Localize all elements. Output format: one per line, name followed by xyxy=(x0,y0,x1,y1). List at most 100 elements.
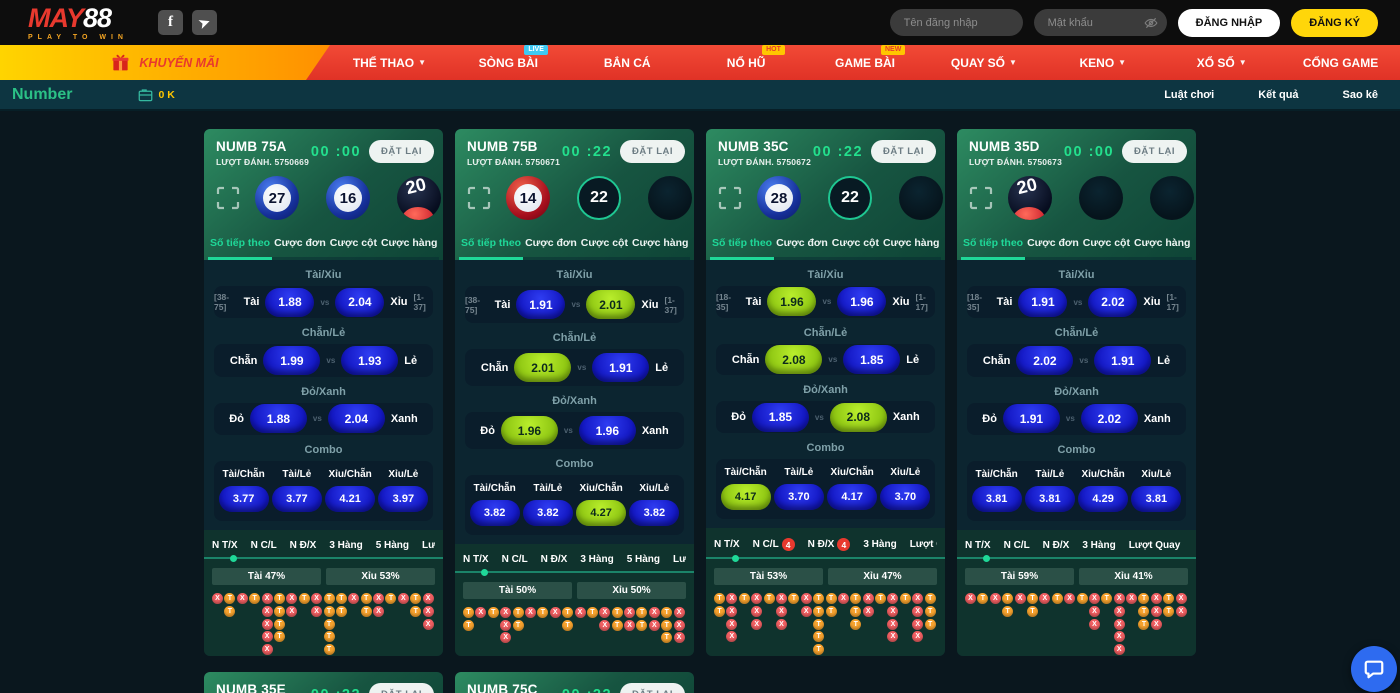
expand-icon[interactable] xyxy=(717,185,743,211)
login-button[interactable]: ĐĂNG NHẬP xyxy=(1177,8,1281,37)
balance-widget[interactable]: 0 K xyxy=(138,88,175,102)
nav-item-keno[interactable]: KENO ▼ xyxy=(1043,45,1162,80)
odds-pill-right[interactable]: 1.96 xyxy=(578,416,636,445)
odds-pill-left[interactable]: 1.96 xyxy=(767,287,817,317)
sub-link-lu-t-ch-i[interactable]: Luật chơi xyxy=(1164,88,1215,101)
odds-pill-right[interactable]: 1.93 xyxy=(341,346,399,376)
odds-pill-right[interactable]: 1.91 xyxy=(1094,346,1152,376)
chart-tab-l-t-quay[interactable]: Lượt Quay xyxy=(910,539,937,550)
telegram-icon[interactable]: ➤ xyxy=(192,10,217,35)
combo-odds-pill[interactable]: 4.27 xyxy=(576,500,627,526)
tab-s-ti-p-theo[interactable]: Số tiếp theo xyxy=(961,230,1026,260)
odds-pill-right[interactable]: 1.85 xyxy=(843,345,901,375)
nav-item-s-ng-b-i[interactable]: SÒNG BÀI LIVE xyxy=(449,45,568,80)
tab-s-ti-p-theo[interactable]: Số tiếp theo xyxy=(459,230,524,260)
combo-odds-pill[interactable]: 4.21 xyxy=(325,486,376,513)
chart-tab-n-c-l[interactable]: N C/L xyxy=(1004,540,1030,551)
nav-item-c-ng-game[interactable]: CỔNG GAME xyxy=(1281,45,1400,80)
reset-button[interactable]: ĐẶT LẠI xyxy=(620,683,685,693)
register-button[interactable]: ĐĂNG KÝ xyxy=(1291,8,1378,37)
combo-odds-pill[interactable]: 4.17 xyxy=(827,484,878,511)
tab-c-c-n[interactable]: Cược đơn xyxy=(774,230,830,260)
chart-tab-3-h-ng[interactable]: 3 Hàng xyxy=(580,554,613,565)
reset-button[interactable]: ĐẶT LẠI xyxy=(369,683,434,693)
odds-pill-left[interactable]: 1.91 xyxy=(1002,404,1060,434)
combo-odds-pill[interactable]: 3.77 xyxy=(271,486,322,513)
expand-icon[interactable] xyxy=(968,185,994,211)
odds-pill-left[interactable]: 2.02 xyxy=(1016,346,1074,376)
reset-button[interactable]: ĐẶT LẠI xyxy=(1122,140,1187,163)
expand-icon[interactable] xyxy=(215,185,241,211)
tab-c-c-c-t[interactable]: Cược cột xyxy=(327,230,379,260)
chart-tab-3-h-ng[interactable]: 3 Hàng xyxy=(329,540,362,551)
odds-pill-right[interactable]: 1.96 xyxy=(837,287,887,317)
combo-odds-pill[interactable]: 3.70 xyxy=(773,484,824,511)
facebook-icon[interactable]: f xyxy=(158,10,183,35)
odds-pill-left[interactable]: 1.99 xyxy=(263,346,321,376)
live-chat-button[interactable] xyxy=(1351,646,1397,692)
site-logo[interactable]: MAY88 PLAY TO WIN xyxy=(28,4,128,41)
odds-pill-right[interactable]: 2.02 xyxy=(1080,404,1138,434)
combo-odds-pill[interactable]: 3.82 xyxy=(469,500,520,526)
combo-odds-pill[interactable]: 4.29 xyxy=(1078,486,1129,513)
odds-pill-left[interactable]: 2.01 xyxy=(514,353,572,382)
reset-button[interactable]: ĐẶT LẠI xyxy=(620,140,685,163)
nav-item-th-thao[interactable]: THỂ THAO ▼ xyxy=(330,45,449,80)
combo-odds-pill[interactable]: 3.70 xyxy=(880,484,931,511)
odds-pill-right[interactable]: 2.04 xyxy=(327,404,385,434)
chart-tab-l-t-quay[interactable]: Lượt Quay xyxy=(422,540,435,551)
chart-tab-3-h-ng[interactable]: 3 Hàng xyxy=(863,539,896,550)
odds-pill-right[interactable]: 2.04 xyxy=(335,287,385,317)
combo-odds-pill[interactable]: 4.17 xyxy=(720,484,771,511)
chart-tab-n-c-l[interactable]: N C/L xyxy=(502,554,528,565)
chart-tab-l-t-quay[interactable]: Lượt Quay xyxy=(673,554,686,565)
chart-tab-5-h-ng[interactable]: 5 Hàng xyxy=(627,554,660,565)
chart-tab-n-x[interactable]: N Đ/X xyxy=(1043,540,1070,551)
tab-c-c-h-ng[interactable]: Cược hàng xyxy=(880,230,942,260)
odds-pill-left[interactable]: 1.91 xyxy=(516,290,566,319)
tab-c-c-h-ng[interactable]: Cược hàng xyxy=(629,230,691,260)
username-input[interactable] xyxy=(889,9,1023,36)
tab-c-c-n[interactable]: Cược đơn xyxy=(272,230,328,260)
combo-odds-pill[interactable]: 3.82 xyxy=(629,500,680,526)
tab-c-c-c-t[interactable]: Cược cột xyxy=(829,230,881,260)
chart-tab-l-t-quay[interactable]: Lượt Quay xyxy=(1129,540,1181,551)
combo-odds-pill[interactable]: 3.97 xyxy=(378,486,429,513)
combo-odds-pill[interactable]: 3.81 xyxy=(1131,486,1182,513)
tab-c-c-c-t[interactable]: Cược cột xyxy=(578,230,630,260)
nav-item-promotions[interactable]: KHUYẾN MÃI xyxy=(0,45,330,80)
odds-pill-left[interactable]: 2.08 xyxy=(765,345,823,375)
chart-tab-5-h-ng[interactable]: 5 Hàng xyxy=(376,540,409,551)
sub-link-k-t-qu-[interactable]: Kết quả xyxy=(1258,88,1299,101)
chart-tab-n-t-x[interactable]: N T/X xyxy=(714,539,740,550)
odds-pill-right[interactable]: 1.91 xyxy=(592,353,650,382)
odds-pill-left[interactable]: 1.88 xyxy=(249,404,307,434)
nav-item-game-b-i[interactable]: GAME BÀI NEW xyxy=(806,45,925,80)
combo-odds-pill[interactable]: 3.81 xyxy=(1024,486,1075,513)
odds-pill-left[interactable]: 1.96 xyxy=(500,416,558,445)
nav-item-b-n-c-[interactable]: BẮN CÁ xyxy=(568,45,687,80)
tab-c-c-h-ng[interactable]: Cược hàng xyxy=(378,230,440,260)
chart-tab-n-x[interactable]: N Đ/X 4 xyxy=(808,538,851,552)
combo-odds-pill[interactable]: 3.77 xyxy=(218,486,269,513)
tab-c-c-h-ng[interactable]: Cược hàng xyxy=(1131,230,1193,260)
sub-link-sao-k-[interactable]: Sao kê xyxy=(1342,88,1378,101)
odds-pill-left[interactable]: 1.85 xyxy=(751,402,809,432)
tab-c-c-c-t[interactable]: Cược cột xyxy=(1080,230,1132,260)
combo-odds-pill[interactable]: 3.82 xyxy=(522,500,573,526)
combo-odds-pill[interactable]: 3.81 xyxy=(971,486,1022,513)
eye-off-icon[interactable] xyxy=(1144,16,1158,30)
tab-c-c-n[interactable]: Cược đơn xyxy=(1025,230,1081,260)
tab-s-ti-p-theo[interactable]: Số tiếp theo xyxy=(710,230,775,260)
chart-tab-n-t-x[interactable]: N T/X xyxy=(463,554,489,565)
nav-item-x-s-[interactable]: XỔ SỐ ▼ xyxy=(1162,45,1281,80)
reset-button[interactable]: ĐẶT LẠI xyxy=(871,140,936,163)
odds-pill-left[interactable]: 1.88 xyxy=(265,287,315,317)
nav-item-quay-s-[interactable]: QUAY SỐ ▼ xyxy=(924,45,1043,80)
chart-tab-n-c-l[interactable]: N C/L 4 xyxy=(753,538,795,552)
chart-tab-n-x[interactable]: N Đ/X xyxy=(290,540,317,551)
chart-tab-3-h-ng[interactable]: 3 Hàng xyxy=(1082,540,1115,551)
odds-pill-left[interactable]: 1.91 xyxy=(1018,287,1068,317)
tab-s-ti-p-theo[interactable]: Số tiếp theo xyxy=(208,230,273,260)
expand-icon[interactable] xyxy=(466,185,492,211)
